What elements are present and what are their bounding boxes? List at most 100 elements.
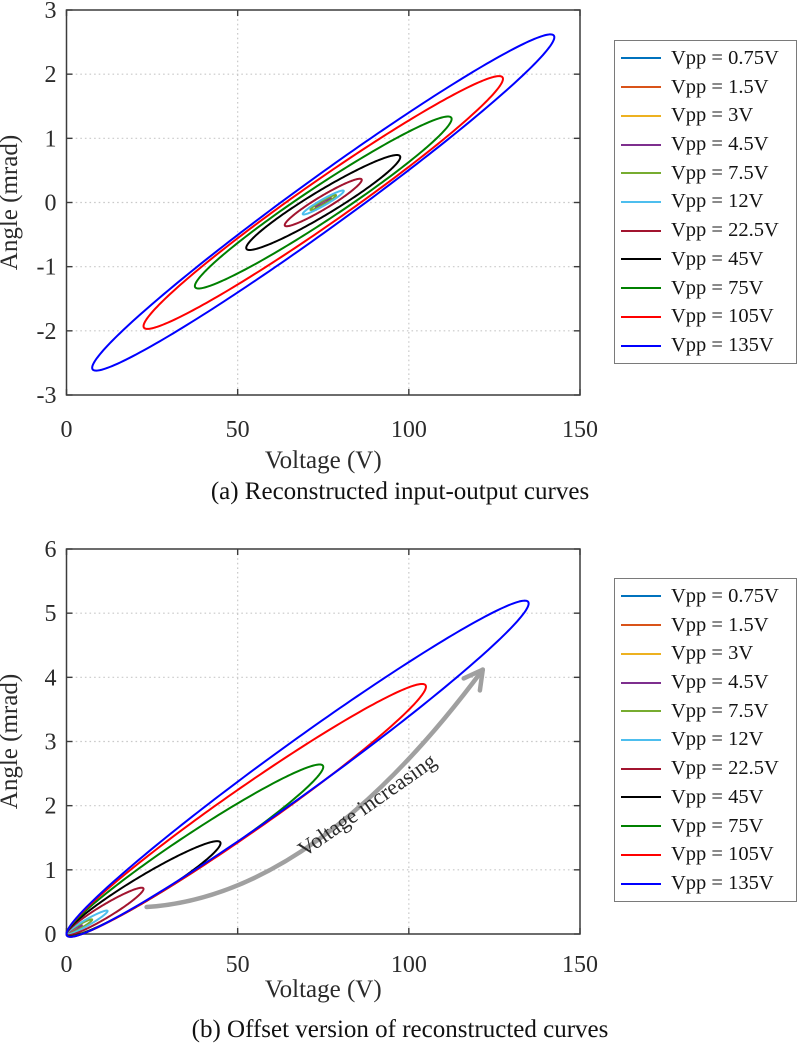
x-tick-label: 50 (226, 952, 250, 978)
legend-item-label: Vpp = 12V (671, 190, 764, 213)
caption-a: (a) Reconstructed input-output curves (210, 478, 590, 505)
curve-vpp-105 (142, 75, 504, 330)
curve-vpp-45 (245, 154, 402, 251)
legend-item-label: Vpp = 7.5V (671, 699, 769, 722)
y-axis-label: Angle (mrad) (0, 674, 23, 809)
legend-item: Vpp = 105V (621, 303, 796, 330)
chart-a-plot: 0 50 100 150 3 2 1 0 -1 -2 -3 Voltage (V) Angle (mra… (0, 0, 598, 474)
legend-line-sample (621, 738, 661, 741)
legend-item-label: Vpp = 22.5V (671, 757, 779, 780)
legend-item-label: Vpp = 0.75V (671, 584, 779, 607)
legend-item: Vpp = 0.75V (621, 45, 796, 72)
y-tick-label: 4 (45, 665, 57, 691)
y-tick-label: -2 (37, 319, 57, 345)
legend-a: Vpp = 0.75V Vpp = 1.5V Vpp = 3V Vpp = 4.5V V… (614, 40, 797, 364)
x-tick-label: 0 (61, 417, 73, 443)
legend-b: Vpp = 0.75V Vpp = 1.5V Vpp = 3V Vpp = 4.5V V… (614, 578, 797, 902)
legend-item: Vpp = 45V (621, 246, 796, 273)
arrowhead-wing (461, 667, 486, 681)
y-tick-label: 1 (45, 126, 57, 152)
legend-item: Vpp = 12V (621, 726, 796, 753)
legend-line-sample (621, 315, 661, 318)
legend-line-sample (621, 344, 661, 347)
legend-item: Vpp = 4.5V (621, 131, 796, 158)
curve-vpp-12 (301, 189, 345, 216)
legend-item-label: Vpp = 7.5V (671, 161, 769, 184)
legend-item: Vpp = 3V (621, 640, 796, 667)
legend-item: Vpp = 22.5V (621, 755, 796, 782)
legend-item: Vpp = 0.75V (621, 583, 796, 610)
arrowhead-wing (477, 667, 486, 693)
legend-item: Vpp = 4.5V (621, 669, 796, 696)
legend-line-sample (621, 681, 661, 684)
legend-item: Vpp = 75V (621, 275, 796, 302)
legend-item-label: Vpp = 3V (671, 642, 754, 665)
legend-item: Vpp = 12V (621, 188, 796, 215)
legend-item-label: Vpp = 0.75V (671, 46, 779, 69)
legend-item: Vpp = 1.5V (621, 74, 796, 101)
legend-line-sample (621, 825, 661, 828)
legend-item: Vpp = 22.5V (621, 217, 796, 244)
legend-item: Vpp = 75V (621, 813, 796, 840)
legend-item: Vpp = 105V (621, 841, 796, 868)
legend-item: Vpp = 135V (621, 332, 796, 359)
y-tick-label: 0 (45, 922, 57, 948)
legend-item-label: Vpp = 4.5V (671, 133, 769, 156)
legend-item-label: Vpp = 22.5V (671, 219, 779, 242)
x-tick-label: 50 (226, 417, 250, 443)
y-tick-label: 6 (45, 537, 57, 563)
legend-item-label: Vpp = 75V (671, 276, 764, 299)
legend-item-label: Vpp = 12V (671, 728, 764, 751)
legend-item-label: Vpp = 45V (671, 785, 764, 808)
y-tick-label: 3 (45, 0, 57, 24)
x-tick-label: 150 (562, 952, 598, 978)
legend-line-sample (621, 258, 661, 261)
legend-line-sample (621, 57, 661, 60)
legend-item-label: Vpp = 4.5V (671, 671, 769, 694)
y-tick-label: 3 (45, 730, 57, 756)
y-tick-label: 1 (45, 858, 57, 884)
y-tick-label: -1 (37, 255, 57, 281)
legend-line-sample (621, 853, 661, 856)
legend-item: Vpp = 7.5V (621, 160, 796, 187)
legend-item-label: Vpp = 1.5V (671, 613, 769, 636)
curve-vpp-22.5 (283, 177, 363, 228)
curve-vpp-75 (193, 115, 453, 290)
x-tick-label: 0 (61, 952, 73, 978)
legend-item: Vpp = 45V (621, 784, 796, 811)
legend-line-sample (621, 710, 661, 713)
y-tick-label: 0 (45, 191, 57, 217)
y-tick-label: 2 (45, 62, 57, 88)
x-axis-label: Voltage (V) (265, 447, 382, 474)
legend-line-sample (621, 143, 661, 146)
curve-vpp-135 (91, 33, 556, 372)
legend-item: Vpp = 1.5V (621, 612, 796, 639)
legend-line-sample (621, 114, 661, 117)
legend-line-sample (621, 767, 661, 770)
voltage-increasing-arrow (144, 667, 486, 910)
curve-vpp-135 (65, 599, 530, 938)
legend-item-label: Vpp = 135V (671, 334, 774, 357)
legend-item-label: Vpp = 45V (671, 247, 764, 270)
legend-item-label: Vpp = 75V (671, 814, 764, 837)
legend-line-sample (621, 624, 661, 627)
legend-line-sample (621, 200, 661, 203)
x-tick-label: 100 (391, 952, 427, 978)
legend-item-label: Vpp = 1.5V (671, 75, 769, 98)
y-axis-label: Angle (mrad) (0, 135, 23, 270)
legend-line-sample (621, 796, 661, 799)
legend-line-sample (621, 172, 661, 175)
legend-item: Vpp = 7.5V (621, 698, 796, 725)
legend-item-label: Vpp = 105V (671, 305, 774, 328)
legend-item: Vpp = 3V (621, 102, 796, 129)
curve-vpp-7.5 (309, 193, 338, 212)
legend-item-label: Vpp = 3V (671, 104, 754, 127)
legend-line-sample (621, 229, 661, 232)
legend-line-sample (621, 652, 661, 655)
legend-line-sample (621, 595, 661, 598)
legend-line-sample (621, 86, 661, 89)
legend-item: Vpp = 135V (621, 870, 796, 897)
